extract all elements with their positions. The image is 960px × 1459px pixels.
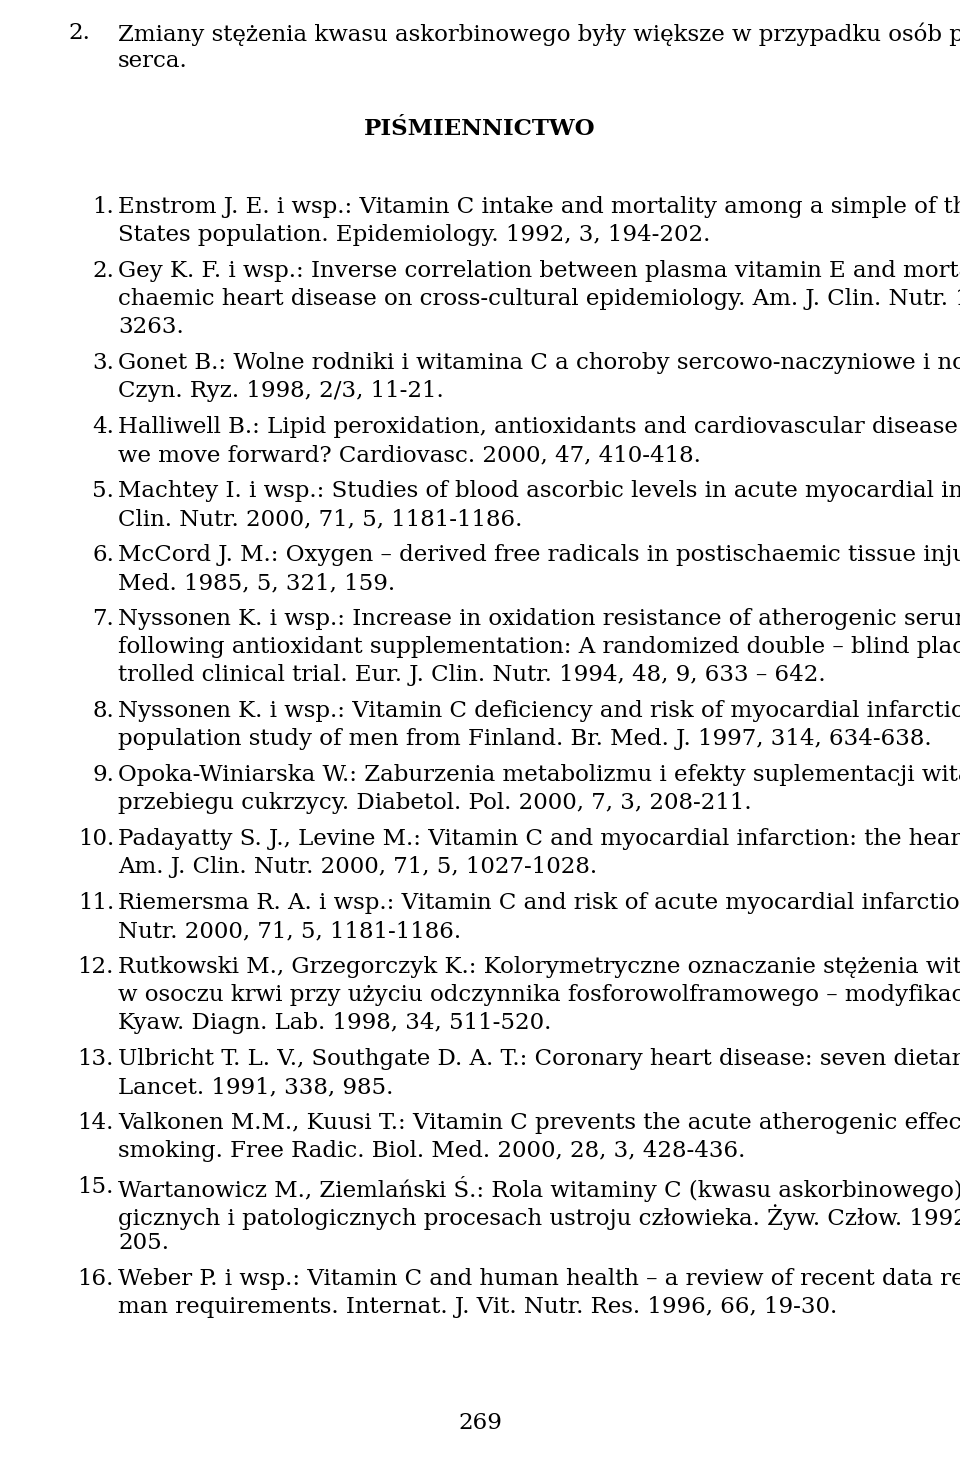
Text: 269: 269 (458, 1412, 502, 1434)
Text: Nyssonen K. i wsp.: Vitamin C deficiency and risk of myocardial infarction: pros: Nyssonen K. i wsp.: Vitamin C deficiency… (118, 700, 960, 722)
Text: 5.: 5. (92, 480, 114, 502)
Text: serca.: serca. (118, 50, 188, 71)
Text: Rutkowski M., Grzegorczyk K.: Kolorymetryczne oznaczanie stężenia witaminy C: Rutkowski M., Grzegorczyk K.: Kolorymetr… (118, 956, 960, 978)
Text: man requirements. Internat. J. Vit. Nutr. Res. 1996, 66, 19-30.: man requirements. Internat. J. Vit. Nutr… (118, 1296, 837, 1317)
Text: Czyn. Ryz. 1998, 2/3, 11-21.: Czyn. Ryz. 1998, 2/3, 11-21. (118, 379, 444, 403)
Text: gicznych i patologicznych procesach ustroju człowieka. Żyw. Człow. 1992, XIX, 3,: gicznych i patologicznych procesach ustr… (118, 1204, 960, 1230)
Text: 9.: 9. (92, 765, 114, 786)
Text: Nutr. 2000, 71, 5, 1181-1186.: Nutr. 2000, 71, 5, 1181-1186. (118, 921, 461, 943)
Text: McCord J. M.: Oxygen – derived free radicals in postischaemic tissue injury. N. : McCord J. M.: Oxygen – derived free radi… (118, 544, 960, 566)
Text: 2.: 2. (68, 22, 90, 44)
Text: Machtey I. i wsp.: Studies of blood ascorbic levels in acute myocardial infarcti: Machtey I. i wsp.: Studies of blood asco… (118, 480, 960, 502)
Text: 1.: 1. (92, 196, 114, 217)
Text: 15.: 15. (78, 1176, 114, 1198)
Text: we move forward? Cardiovasc. 2000, 47, 410-418.: we move forward? Cardiovasc. 2000, 47, 4… (118, 444, 701, 465)
Text: przebiegu cukrzycy. Diabetol. Pol. 2000, 7, 3, 208-211.: przebiegu cukrzycy. Diabetol. Pol. 2000,… (118, 792, 752, 814)
Text: 205.: 205. (118, 1231, 169, 1253)
Text: 14.: 14. (78, 1112, 114, 1134)
Text: 13.: 13. (78, 1048, 114, 1069)
Text: States population. Epidemiology. 1992, 3, 194-202.: States population. Epidemiology. 1992, 3… (118, 225, 710, 247)
Text: Ulbricht T. L. V., Southgate D. A. T.: Coronary heart disease: seven dietary fac: Ulbricht T. L. V., Southgate D. A. T.: C… (118, 1048, 960, 1069)
Text: Kyaw. Diagn. Lab. 1998, 34, 511-520.: Kyaw. Diagn. Lab. 1998, 34, 511-520. (118, 1013, 551, 1034)
Text: 6.: 6. (92, 544, 114, 566)
Text: 3.: 3. (92, 352, 114, 374)
Text: 8.: 8. (92, 700, 114, 722)
Text: Padayatty S. J., Levine M.: Vitamin C and myocardial infarction: the heart of th: Padayatty S. J., Levine M.: Vitamin C an… (118, 829, 960, 851)
Text: 10.: 10. (78, 829, 114, 851)
Text: 7.: 7. (92, 608, 114, 630)
Text: 3263.: 3263. (118, 317, 183, 338)
Text: 4.: 4. (92, 416, 114, 438)
Text: Med. 1985, 5, 321, 159.: Med. 1985, 5, 321, 159. (118, 572, 396, 594)
Text: Wartanowicz M., Ziemlаński Ś.: Rola witaminy C (kwasu askorbinowego) w fizjolo-: Wartanowicz M., Ziemlаński Ś.: Rola wita… (118, 1176, 960, 1202)
Text: Opoka-Winiarska W.: Zaburzenia metabolizmu i efekty suplementacji witaminy C w: Opoka-Winiarska W.: Zaburzenia metaboliz… (118, 765, 960, 786)
Text: smoking. Free Radic. Biol. Med. 2000, 28, 3, 428-436.: smoking. Free Radic. Biol. Med. 2000, 28… (118, 1139, 745, 1161)
Text: Nyssonen K. i wsp.: Increase in oxidation resistance of atherogenic serum lipopr: Nyssonen K. i wsp.: Increase in oxidatio… (118, 608, 960, 630)
Text: 11.: 11. (78, 891, 114, 913)
Text: Lancet. 1991, 338, 985.: Lancet. 1991, 338, 985. (118, 1075, 394, 1099)
Text: Am. J. Clin. Nutr. 2000, 71, 5, 1027-1028.: Am. J. Clin. Nutr. 2000, 71, 5, 1027-102… (118, 856, 597, 878)
Text: following antioxidant supplementation: A randomized double – blind placebo – con: following antioxidant supplementation: A… (118, 636, 960, 658)
Text: population study of men from Finland. Br. Med. J. 1997, 314, 634-638.: population study of men from Finland. Br… (118, 728, 931, 750)
Text: Weber P. i wsp.: Vitamin C and human health – a review of recent data relevant t: Weber P. i wsp.: Vitamin C and human hea… (118, 1268, 960, 1290)
Text: w osoczu krwi przy użyciu odczynnika fosforowolframowego – modyfikacja metody: w osoczu krwi przy użyciu odczynnika fos… (118, 983, 960, 1007)
Text: Clin. Nutr. 2000, 71, 5, 1181-1186.: Clin. Nutr. 2000, 71, 5, 1181-1186. (118, 508, 522, 530)
Text: 12.: 12. (78, 956, 114, 978)
Text: PIŚMIENNICTWO: PIŚMIENNICTWO (364, 118, 596, 140)
Text: Zmiany stężenia kwasu askorbinowego były większe w przypadku osób po zawale: Zmiany stężenia kwasu askorbinowego były… (118, 22, 960, 45)
Text: chaemic heart disease on cross-cultural epidemiology. Am. J. Clin. Nutr. 1991, 5: chaemic heart disease on cross-cultural … (118, 287, 960, 309)
Text: Riemersma R. A. i wsp.: Vitamin C and risk of acute myocardial infarction. Am. J: Riemersma R. A. i wsp.: Vitamin C and ri… (118, 891, 960, 913)
Text: Halliwell B.: Lipid peroxidation, antioxidants and cardiovascular disease: how s: Halliwell B.: Lipid peroxidation, antiox… (118, 416, 960, 438)
Text: 16.: 16. (78, 1268, 114, 1290)
Text: Gonet B.: Wolne rodniki i witamina C a choroby sercowo-naczyniowe i nowotwory.: Gonet B.: Wolne rodniki i witamina C a c… (118, 352, 960, 374)
Text: Enstrom J. E. i wsp.: Vitamin C intake and mortality among a simple of the Unite: Enstrom J. E. i wsp.: Vitamin C intake a… (118, 196, 960, 217)
Text: trolled clinical trial. Eur. J. Clin. Nutr. 1994, 48, 9, 633 – 642.: trolled clinical trial. Eur. J. Clin. Nu… (118, 664, 826, 686)
Text: Valkonen M.M., Kuusi T.: Vitamin C prevents the acute atherogenic effects of pas: Valkonen M.M., Kuusi T.: Vitamin C preve… (118, 1112, 960, 1134)
Text: Gey K. F. i wsp.: Inverse correlation between plasma vitamin E and mortality fro: Gey K. F. i wsp.: Inverse correlation be… (118, 260, 960, 282)
Text: 2.: 2. (92, 260, 114, 282)
